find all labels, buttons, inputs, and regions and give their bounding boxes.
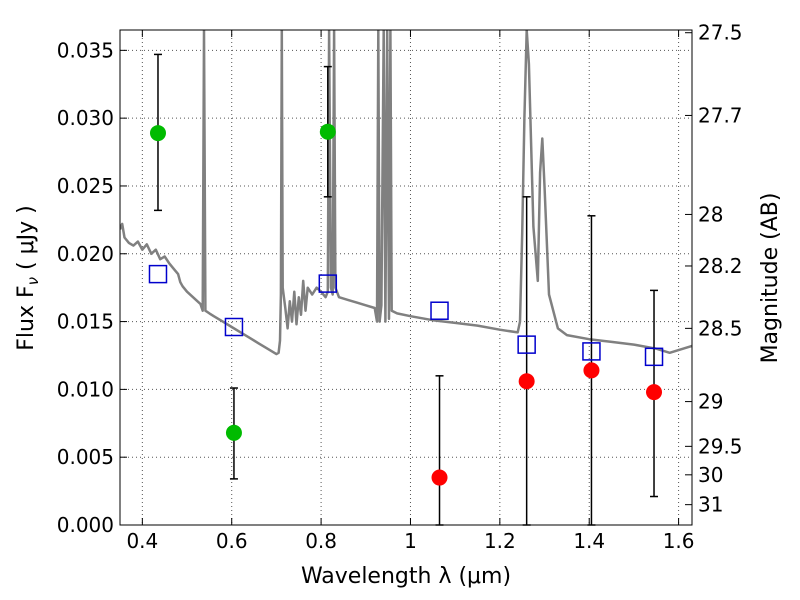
x-tick-label: 1.6 xyxy=(663,529,695,553)
errorbars xyxy=(153,53,659,526)
mag-tick-label: 28 xyxy=(698,202,723,226)
green-data-point xyxy=(149,125,166,142)
model-photometry-square xyxy=(318,274,338,293)
red-data-point xyxy=(583,362,600,379)
y-tick-label: 0.025 xyxy=(57,174,114,198)
mag-tick-label: 28.2 xyxy=(698,254,743,278)
x-tick-label: 0.4 xyxy=(126,529,158,553)
model-photometry-square xyxy=(224,317,244,337)
y-tick-label: 0.035 xyxy=(57,38,114,62)
mag-tick-label: 29 xyxy=(698,390,723,414)
mag-tick-label: 31 xyxy=(698,493,723,517)
mag-tick-label: 27.5 xyxy=(698,21,743,45)
x-axis-label: Wavelength λ (μm) xyxy=(301,564,511,589)
x-tick-label: 1.4 xyxy=(573,529,605,553)
y-tick-label: 0.010 xyxy=(57,377,114,401)
y-axis-label-sub: ν xyxy=(24,277,42,285)
axis-ticks: 0.4 0.6 0.8 1 1.2 1.4 1.6 0.000 0.005 0.010 0.015 0… xyxy=(57,21,743,553)
mag-tick-label: 28.5 xyxy=(698,316,743,340)
mag-tick-label: 29.5 xyxy=(698,434,743,458)
y-axis-right-label: Magnitude (AB) xyxy=(758,193,783,364)
model-photometry-square xyxy=(430,301,449,320)
model-spectrum-line xyxy=(120,30,692,356)
model-photometry-square xyxy=(644,347,664,367)
model-photometry-square xyxy=(148,264,168,284)
x-tick-label: 1 xyxy=(404,529,417,553)
y-tick-label: 0.020 xyxy=(57,242,114,266)
red-data-point xyxy=(431,469,448,486)
y-axis-label-main: Flux F xyxy=(14,285,39,350)
red-data-point xyxy=(646,384,663,401)
y-axis-label: Flux Fν ( μJy ) xyxy=(14,205,42,350)
y-axis-label-unit: ( μJy ) xyxy=(14,205,39,277)
green-data-point xyxy=(319,123,336,140)
green-data-point xyxy=(225,424,242,441)
y-tick-label: 0.015 xyxy=(57,310,114,334)
model-photometry-square xyxy=(582,342,601,361)
x-tick-label: 0.8 xyxy=(305,529,337,553)
mag-tick-label: 30 xyxy=(698,463,723,487)
data-markers xyxy=(148,123,664,486)
x-tick-label: 1.2 xyxy=(484,529,516,553)
x-tick-label: 0.6 xyxy=(216,529,248,553)
mag-tick-label: 27.7 xyxy=(698,103,743,127)
model-spectrum-layer xyxy=(120,30,692,356)
model-photometry-square xyxy=(517,335,536,354)
y-tick-label: 0.005 xyxy=(57,445,114,469)
plot-frame xyxy=(119,29,693,526)
y-tick-label: 0.030 xyxy=(57,106,114,130)
y-tick-label: 0.000 xyxy=(57,513,114,537)
red-data-point xyxy=(518,373,535,390)
